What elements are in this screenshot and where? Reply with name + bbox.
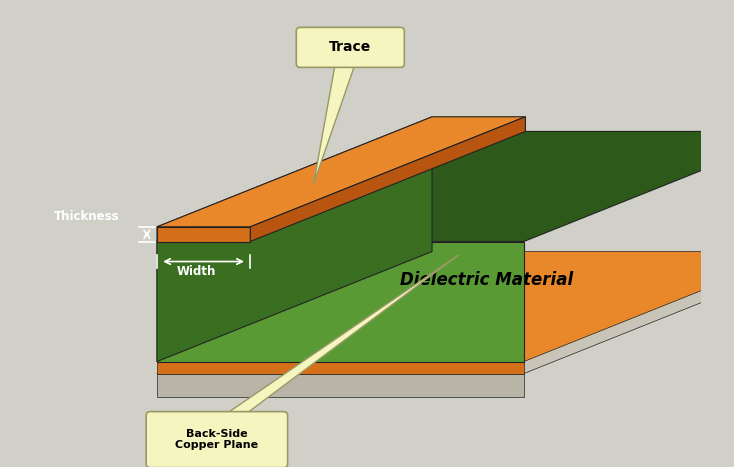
Polygon shape — [157, 361, 524, 374]
Polygon shape — [157, 227, 250, 241]
Polygon shape — [157, 374, 524, 397]
FancyBboxPatch shape — [146, 411, 288, 467]
Text: Dielectric Material: Dielectric Material — [401, 271, 574, 289]
Polygon shape — [335, 58, 355, 64]
Polygon shape — [157, 241, 524, 361]
FancyBboxPatch shape — [297, 28, 404, 67]
Polygon shape — [157, 131, 432, 361]
Text: Thickness: Thickness — [54, 211, 119, 224]
Polygon shape — [157, 263, 734, 374]
Polygon shape — [157, 252, 734, 361]
Polygon shape — [157, 117, 526, 227]
Polygon shape — [157, 131, 734, 241]
Text: Width: Width — [177, 265, 217, 278]
Text: Trace: Trace — [329, 40, 371, 54]
Polygon shape — [157, 117, 432, 241]
Polygon shape — [224, 416, 244, 421]
Polygon shape — [250, 117, 526, 241]
Text: Back-Side
Copper Plane: Back-Side Copper Plane — [175, 429, 258, 451]
Polygon shape — [313, 64, 355, 184]
Polygon shape — [224, 255, 459, 416]
